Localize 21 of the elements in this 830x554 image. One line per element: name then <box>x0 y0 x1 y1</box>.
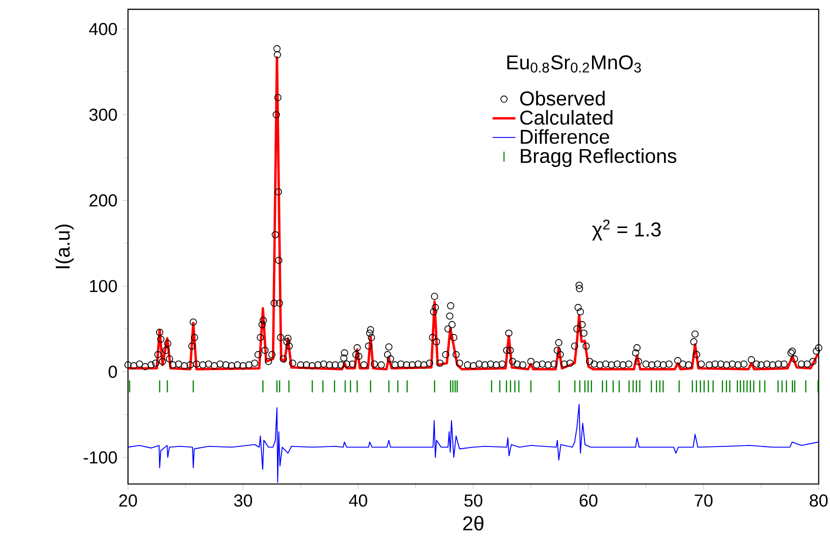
legend-label: Bragg Reflections <box>520 148 676 167</box>
x-tick-label: 40 <box>348 494 368 507</box>
annotation: χ$^{2}$ = 1.3 <box>592 220 661 240</box>
x-tick-label: 30 <box>234 494 252 507</box>
y-tick-label: 0 <box>108 366 117 378</box>
x-tick-label: 50 <box>464 494 482 507</box>
legend-label: Calculated <box>520 110 612 125</box>
x-tick-label: 70 <box>694 494 713 507</box>
legend-label: Difference <box>520 129 610 144</box>
y-axis-title: I(a.u) <box>55 224 74 268</box>
legend-label: Observed <box>520 90 605 106</box>
y-tick-label: 400 <box>89 22 117 36</box>
x-tick-label: 20 <box>119 494 137 507</box>
x-axis-title: 2θ <box>463 516 484 530</box>
text: Eu$_{0.8}$Sr$_{0.2}$MnO$_{3}$ <box>507 55 641 73</box>
y-tick-label: 100 <box>90 280 117 292</box>
y-tick-label: 200 <box>90 194 117 207</box>
x-tick-label: 80 <box>810 494 828 507</box>
y-tick-label: 300 <box>89 108 117 121</box>
y-tick-label: -100 <box>84 451 117 464</box>
x-tick-label: 60 <box>580 494 598 507</box>
